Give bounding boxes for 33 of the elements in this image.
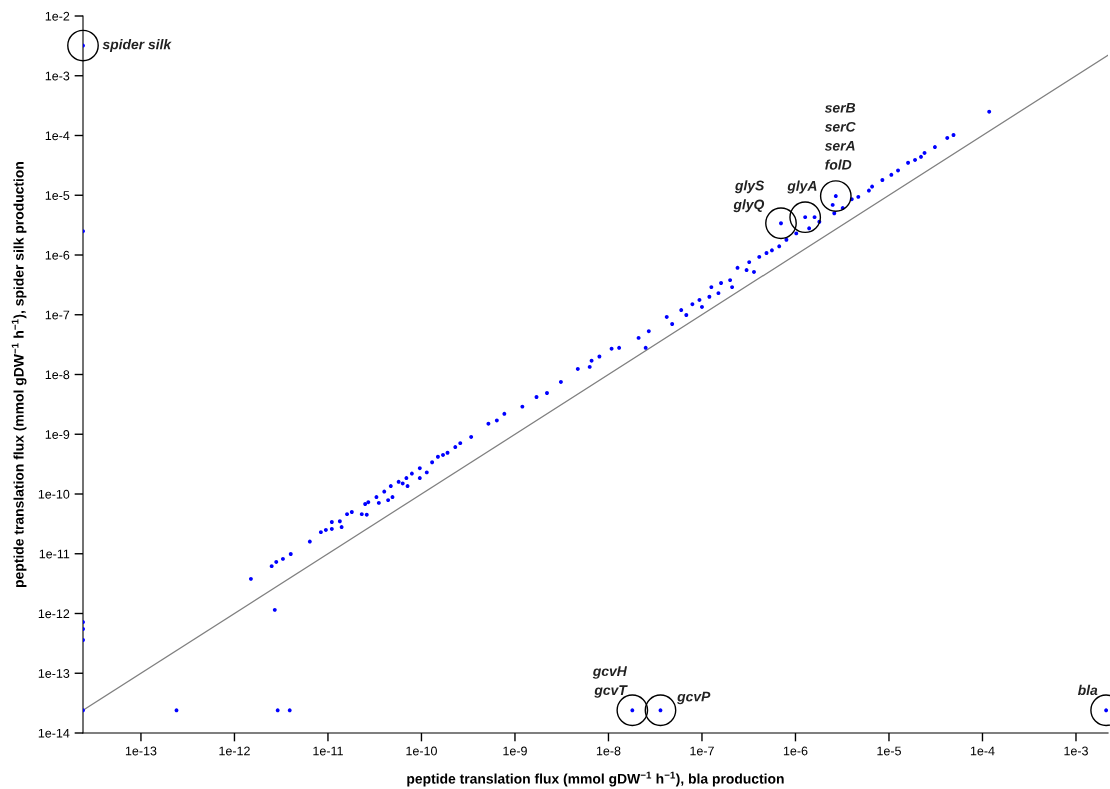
annotation: gcvH gcvT — [592, 666, 628, 698]
x-tick-label: 1e-7 — [690, 746, 714, 756]
y-tick-label: 1e-10 — [38, 489, 70, 499]
x-tick-label: 1e-8 — [596, 746, 621, 756]
y-tick-label: 1e-5 — [45, 191, 70, 200]
y-axis-title: peptide translation flux (mmol gDW$^{−1}$ h$^{−1}$), spider silk production — [11, 162, 27, 587]
y-tick-label: 1e-7 — [45, 310, 70, 320]
y-tick-label: 1e-11 — [39, 549, 70, 559]
x-tick-label: 1e-10 — [406, 746, 437, 756]
x-tick-label: 1e-5 — [877, 746, 901, 756]
annotation: serB serC serA folD — [824, 103, 856, 170]
annotation: glyS glyQ — [733, 180, 765, 213]
x-tick-label: 1e-11 — [313, 746, 343, 756]
x-tick-label: 1e-3 — [1064, 746, 1088, 756]
x-axis-title: peptide translation flux (mmol gDW$^{−1}$ h$^{−1}$), bla production — [407, 771, 784, 787]
x-tick-label: 1e-13 — [125, 746, 157, 756]
y-tick-label: 1e-6 — [45, 250, 70, 260]
annotation: gcvP — [677, 691, 711, 705]
y-tick-label: 1e-2 — [45, 11, 70, 21]
y-tick-label: 1e-14 — [38, 728, 70, 738]
y-tick-label: 1e-12 — [38, 609, 70, 619]
x-tick-label: 1e-6 — [783, 746, 808, 756]
x-tick-label: 1e-12 — [219, 746, 250, 756]
y-tick-label: 1e-9 — [45, 430, 70, 439]
y-tick-label: 1e-8 — [45, 370, 70, 380]
x-tick-label: 1e-9 — [503, 746, 527, 756]
annotation: spider silk — [102, 39, 172, 53]
y-tick-label: 1e-3 — [45, 71, 70, 81]
annotation: bla — [1077, 684, 1098, 696]
x-tick-label: 1e-4 — [970, 746, 995, 756]
annotation: glyA — [787, 180, 817, 194]
y-tick-label: 1e-13 — [38, 669, 70, 678]
y-tick-label: 1e-4 — [45, 131, 70, 141]
